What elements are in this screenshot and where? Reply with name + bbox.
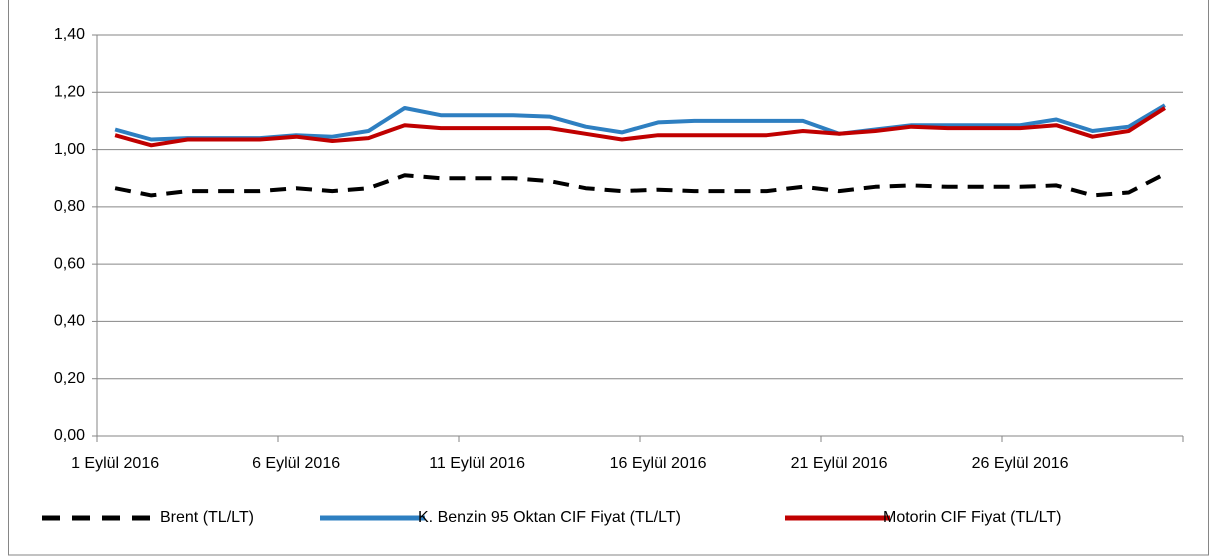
series-line [114, 106, 1166, 148]
x-tick-label: 16 Eylül 2016 [610, 455, 707, 472]
y-tick-label: 0,60 [54, 255, 85, 272]
y-tick-label: 0,40 [54, 313, 85, 330]
legend-label: K. Benzin 95 Oktan CIF Fiyat (TL/LT) [418, 509, 681, 526]
y-tick-label: 1,40 [54, 26, 85, 43]
y-tick-label: 0,80 [54, 198, 85, 215]
y-tick-label: 1,20 [54, 84, 85, 101]
series-line [114, 172, 1166, 198]
series-line [114, 103, 1166, 142]
x-tick-label: 11 Eylül 2016 [429, 455, 525, 472]
x-tick-label: 26 Eylül 2016 [972, 455, 1069, 472]
y-tick-label: 0,20 [54, 370, 85, 387]
y-tick-label: 1,00 [54, 141, 85, 158]
x-tick-label: 21 Eylül 2016 [791, 455, 888, 472]
x-tick-label: 6 Eylül 2016 [252, 455, 340, 472]
legend-label: Brent (TL/LT) [160, 509, 254, 526]
legend-label: Motorin CIF Fiyat (TL/LT) [883, 509, 1061, 526]
chart-frame [8, 0, 1209, 556]
y-tick-label: 0,00 [54, 427, 85, 444]
x-tick-label: 1 Eylül 2016 [71, 455, 159, 472]
